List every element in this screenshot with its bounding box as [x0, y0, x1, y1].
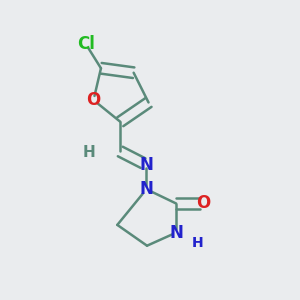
Text: N: N — [169, 224, 183, 242]
Text: H: H — [83, 145, 95, 160]
Text: H: H — [83, 145, 95, 160]
Text: O: O — [196, 194, 211, 212]
Text: N: N — [140, 156, 153, 174]
Text: Cl: Cl — [77, 35, 95, 53]
Text: H: H — [192, 236, 203, 250]
Text: N: N — [140, 180, 153, 198]
Text: O: O — [86, 91, 101, 109]
Text: H: H — [192, 236, 203, 250]
